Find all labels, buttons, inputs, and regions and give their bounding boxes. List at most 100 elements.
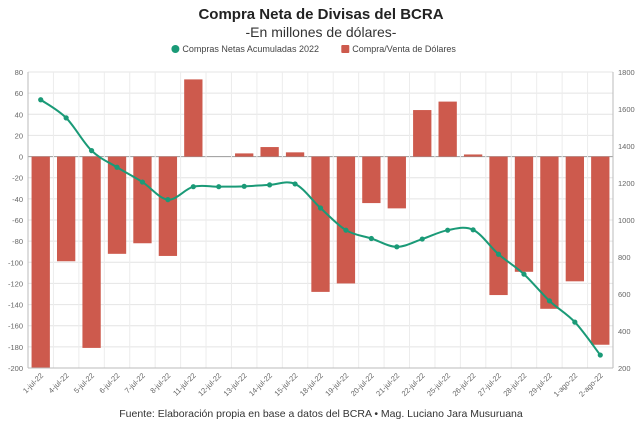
legend-label: Compras Netas Acumuladas 2022 xyxy=(182,44,319,54)
x-tick-label: 29-jul-22 xyxy=(527,371,554,398)
y-right-tick-label: 400 xyxy=(618,327,631,336)
legend-swatch xyxy=(171,45,180,53)
bar xyxy=(336,156,356,284)
y-right-tick-label: 1400 xyxy=(618,142,635,151)
line-point xyxy=(546,298,553,304)
x-tick-label: 21-jul-22 xyxy=(374,371,401,398)
x-tick-label: 14-jul-22 xyxy=(247,371,274,398)
x-tick-label: 26-jul-22 xyxy=(451,371,478,398)
bar xyxy=(31,156,50,368)
line-point xyxy=(470,227,476,233)
line-point xyxy=(597,352,603,358)
legend-swatch xyxy=(341,45,350,53)
y-left-tick-label: 0 xyxy=(19,153,23,162)
line-point xyxy=(165,197,171,203)
y-right-tick-label: 200 xyxy=(618,364,631,373)
line-series xyxy=(38,97,603,358)
y-left-tick-label: -20 xyxy=(12,174,23,183)
chart-subtitle: -En millones de dólares- xyxy=(245,24,397,40)
x-tick-label: 15-jul-22 xyxy=(272,371,299,398)
line-point xyxy=(343,227,349,233)
x-tick-label: 25-jul-22 xyxy=(425,371,452,398)
bar xyxy=(591,156,610,345)
bar xyxy=(540,156,559,309)
y-left-tick-label: -60 xyxy=(12,216,23,225)
line-point xyxy=(572,319,578,325)
line-point xyxy=(292,181,298,187)
bar xyxy=(311,156,330,292)
y-right-tick-label: 800 xyxy=(618,253,631,262)
bar xyxy=(158,156,178,256)
line-point xyxy=(114,164,120,170)
bar xyxy=(514,156,534,272)
line-point xyxy=(419,236,425,242)
y-left-tick-label: 40 xyxy=(15,110,23,119)
line-point xyxy=(216,184,222,190)
bar xyxy=(82,156,101,348)
y-left-tick-label: -80 xyxy=(12,237,23,246)
line-point xyxy=(190,184,196,190)
chart-title: Compra Neta de Divisas del BCRA xyxy=(198,6,444,23)
y-left-tick-label: -160 xyxy=(8,322,23,331)
y-right-tick-label: 1200 xyxy=(618,179,635,188)
bar xyxy=(184,79,203,157)
bar xyxy=(260,147,279,157)
bar xyxy=(56,156,76,262)
x-tick-label: 11-jul-22 xyxy=(171,371,198,398)
bar xyxy=(565,156,585,282)
bar xyxy=(387,156,406,209)
bar xyxy=(107,156,127,254)
y-left-tick-label: -180 xyxy=(8,343,23,352)
bar xyxy=(463,154,483,157)
bar xyxy=(133,156,152,244)
line-point xyxy=(241,183,247,189)
line-point xyxy=(445,227,451,233)
y-right-tick-label: 600 xyxy=(618,290,631,299)
line-point xyxy=(139,179,146,185)
x-tick-label: 28-jul-22 xyxy=(501,371,528,398)
x-tick-label: 4-jul-22 xyxy=(47,371,71,395)
x-tick-label: 5-jul-22 xyxy=(72,371,96,395)
line-point xyxy=(88,148,95,154)
bar xyxy=(285,152,305,157)
y-left-tick-label: -200 xyxy=(8,364,23,373)
legend-label: Compra/Venta de Dólares xyxy=(352,44,456,54)
y-left-tick-label: -100 xyxy=(8,258,23,267)
line-point xyxy=(394,244,400,250)
x-tick-label: 20-jul-22 xyxy=(349,371,376,398)
line-point xyxy=(63,115,69,121)
y-left-tick-label: -140 xyxy=(8,301,23,310)
x-tick-label: 2-ago-22 xyxy=(577,371,605,399)
x-tick-label: 13-jul-22 xyxy=(222,371,249,398)
x-tick-label: 1-ago-22 xyxy=(552,371,580,399)
chart-source: Fuente: Elaboración propia en base a dat… xyxy=(119,408,523,420)
x-tick-label: 6-jul-22 xyxy=(97,371,121,395)
x-tick-label: 27-jul-22 xyxy=(476,371,503,398)
bar xyxy=(438,101,457,157)
x-tick-label: 1-jul-22 xyxy=(21,371,45,395)
x-tick-label: 22-jul-22 xyxy=(400,371,427,398)
x-tick-label: 7-jul-22 xyxy=(123,371,147,395)
line-point xyxy=(267,182,273,188)
bar xyxy=(362,156,381,204)
y-left-tick-label: -120 xyxy=(8,279,23,288)
bar-series xyxy=(31,79,610,368)
y-right-tick-label: 1800 xyxy=(618,68,635,77)
chart-legend: Compras Netas Acumuladas 2022 Compra/Vent… xyxy=(171,44,456,54)
y-right-tick-label: 1000 xyxy=(618,216,635,225)
line-point xyxy=(495,251,502,257)
x-tick-label: 18-jul-22 xyxy=(298,371,325,398)
x-tick-label: 12-jul-22 xyxy=(196,371,223,398)
bar xyxy=(489,156,508,296)
x-tick-label: 19-jul-22 xyxy=(323,371,350,398)
line-point xyxy=(317,205,324,211)
bar xyxy=(235,153,254,157)
bar xyxy=(413,110,432,157)
y-right-tick-label: 1600 xyxy=(618,105,635,114)
chart-plot: Compras Netas Acumuladas 2022 Compra/Vent… xyxy=(8,44,635,399)
line-point xyxy=(521,271,527,277)
y-left-tick-label: 20 xyxy=(15,131,23,140)
line-point xyxy=(38,97,44,103)
x-tick-label: 8-jul-22 xyxy=(148,371,172,395)
